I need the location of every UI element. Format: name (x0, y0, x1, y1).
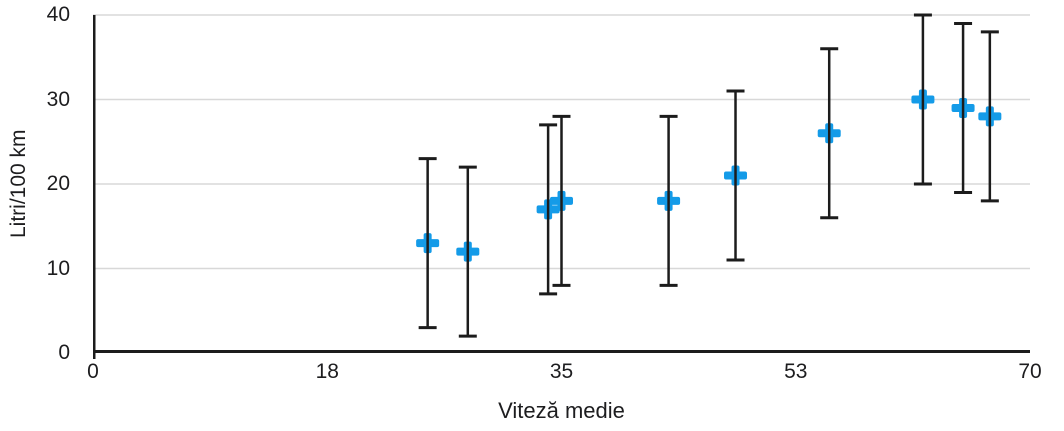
x-tick-label: 18 (315, 360, 339, 383)
plot-area (93, 13, 1030, 359)
y-tick-label: 10 (46, 256, 70, 280)
error-bar (954, 21, 973, 194)
error-bar (552, 114, 571, 287)
error-bar (458, 165, 477, 338)
error-bar (980, 30, 999, 203)
y-tick-label: 40 (46, 3, 70, 26)
x-tick-label: 70 (1018, 360, 1042, 383)
error-bar (418, 157, 437, 330)
x-axis-title: Viteză medie (498, 398, 625, 423)
x-tick-label: 53 (784, 360, 808, 383)
error-bar (659, 114, 678, 287)
x-tick-label: 0 (87, 360, 99, 383)
y-tick-label: 20 (46, 172, 70, 195)
x-tick-label: 35 (549, 360, 574, 383)
y-axis-tick-labels: 0 10 20 30 40 (0, 4, 70, 364)
y-tick-label: 0 (58, 341, 70, 364)
error-bar (820, 47, 839, 220)
error-bar (726, 89, 745, 262)
error-bar (913, 13, 932, 186)
chart-canvas (93, 13, 1030, 359)
error-bar (539, 123, 558, 296)
y-tick-label: 30 (46, 87, 70, 111)
x-axis-tick-labels: 0 18 35 53 70 (87, 360, 1042, 386)
